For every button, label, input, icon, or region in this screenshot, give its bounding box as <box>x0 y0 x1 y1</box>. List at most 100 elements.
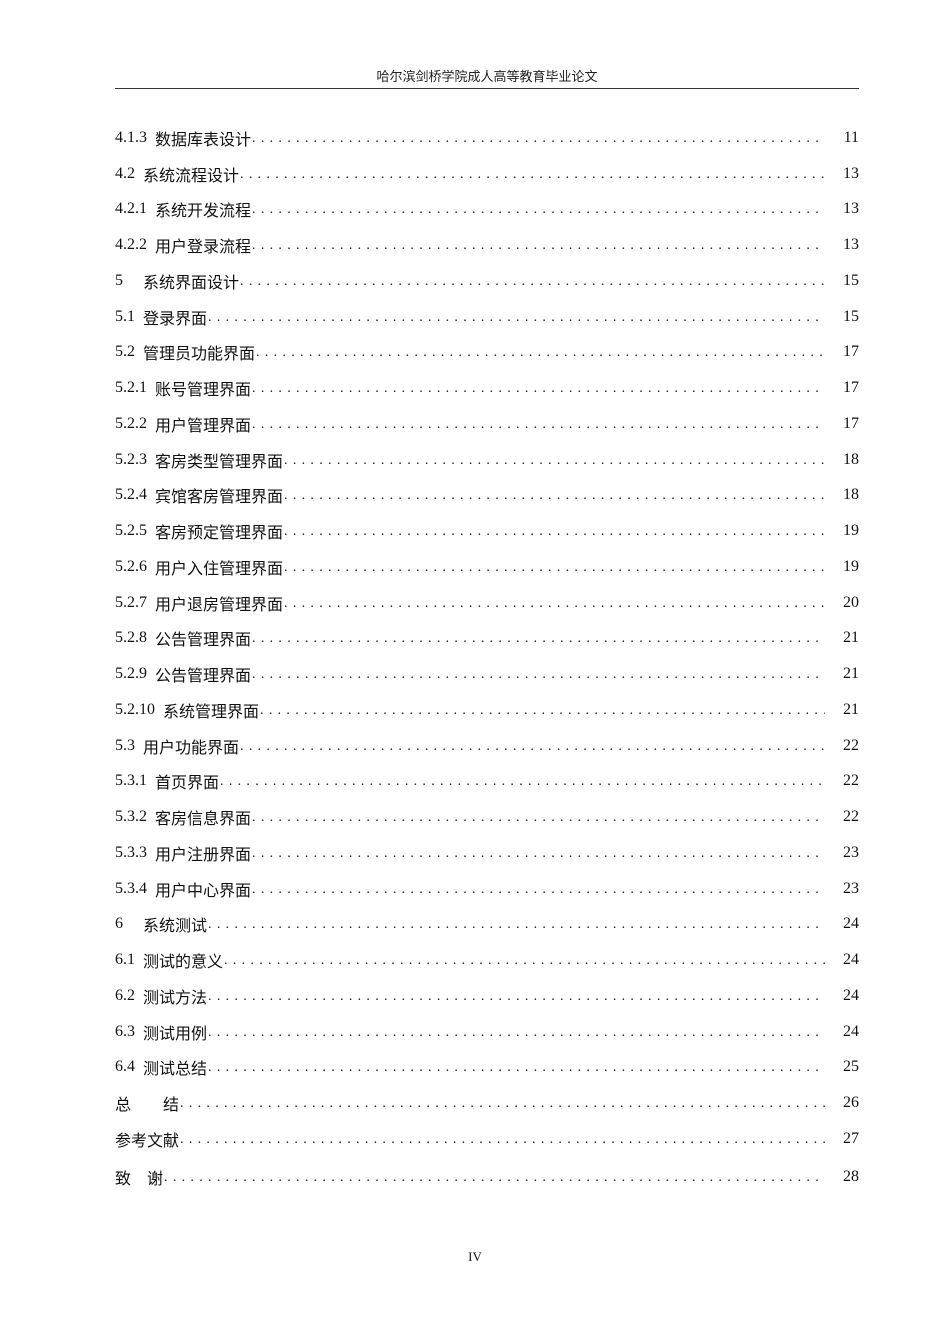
toc-entry-number: 6.4 <box>115 1058 135 1076</box>
toc-entry[interactable]: 参考文献 27 <box>115 1121 859 1157</box>
toc-entry-title: 测试总结 <box>143 1061 208 1079</box>
toc-entry-title: 致 谢 <box>115 1170 164 1188</box>
toc-entry-title: 用户管理界面 <box>155 417 252 435</box>
toc-entry[interactable]: 5.2.1 账号管理界面 17 <box>115 370 859 406</box>
toc-entry[interactable]: 5.3.4 用户中心界面 23 <box>115 871 859 907</box>
toc-entry-page: 11 <box>843 128 859 146</box>
dot-leader <box>284 486 825 504</box>
toc-entry[interactable]: 致 谢 28 <box>115 1159 859 1195</box>
toc-entry-page: 17 <box>843 379 859 397</box>
dot-leader <box>180 1130 825 1148</box>
toc-entry-page: 15 <box>843 307 859 325</box>
toc-entry[interactable]: 5.2.5 客房预定管理界面 19 <box>115 513 859 549</box>
toc-entry-page: 24 <box>843 1022 859 1040</box>
toc-entry-title: 用户登录流程 <box>155 239 252 257</box>
toc-entry-title: 公告管理界面 <box>155 632 252 650</box>
toc-entry-number: 5.2.10 <box>115 700 155 718</box>
toc-entry[interactable]: 总 结 26 <box>115 1085 859 1121</box>
toc-entry[interactable]: 5.2.7 用户退房管理界面 20 <box>115 585 859 621</box>
toc-entry-number: 5.2 <box>115 343 135 361</box>
header-rule <box>115 88 859 89</box>
toc-entry[interactable]: 5.2.10 系统管理界面 21 <box>115 692 859 728</box>
dot-leader <box>252 844 825 862</box>
toc-entry[interactable]: 4.2.1 系统开发流程 13 <box>115 192 859 228</box>
toc-entry-title: 用户功能界面 <box>143 739 240 757</box>
dot-leader <box>240 272 825 290</box>
toc-entry-page: 24 <box>843 951 859 969</box>
dot-leader <box>208 1023 825 1041</box>
toc-entry[interactable]: 5.2.3 客房类型管理界面 18 <box>115 442 859 478</box>
toc-entry-number: 5 <box>115 271 123 289</box>
toc-entry-title: 系统管理界面 <box>163 703 260 721</box>
dot-leader <box>252 629 825 647</box>
toc-entry-page: 24 <box>843 915 859 933</box>
toc-entry[interactable]: 5.3.3 用户注册界面 23 <box>115 835 859 871</box>
toc-entry[interactable]: 5.2.9 公告管理界面 21 <box>115 656 859 692</box>
toc-entry-title: 首页界面 <box>155 775 220 793</box>
dot-leader <box>252 880 825 898</box>
dot-leader <box>208 1058 825 1076</box>
toc-entry-title: 用户注册界面 <box>155 846 252 864</box>
dot-leader <box>256 343 825 361</box>
dot-leader <box>284 558 825 576</box>
toc-entry[interactable]: 5.2.4 宾馆客房管理界面 18 <box>115 478 859 514</box>
toc-entry-number: 5.3.2 <box>115 808 147 826</box>
toc-entry-page: 28 <box>843 1167 859 1185</box>
toc-entry-title: 客房信息界面 <box>155 811 252 829</box>
dot-leader <box>240 165 825 183</box>
toc-entry[interactable]: 5.3.2 客房信息界面 22 <box>115 799 859 835</box>
toc-entry-number: 5.3.1 <box>115 772 147 790</box>
toc-entry[interactable]: 4.1.3 数据库表设计 11 <box>115 120 859 156</box>
toc-entry-number: 5.2.1 <box>115 379 147 397</box>
toc-entry-title: 管理员功能界面 <box>143 346 256 364</box>
toc-entry[interactable]: 6.3 测试用例 24 <box>115 1014 859 1050</box>
toc-entry-page: 15 <box>843 271 859 289</box>
toc-entry-number: 5.2.9 <box>115 665 147 683</box>
toc-entry-number: 4.2.2 <box>115 236 147 254</box>
toc-entry-page: 21 <box>843 629 859 647</box>
dot-leader <box>208 308 825 326</box>
toc-entry-title: 登录界面 <box>143 310 208 328</box>
toc-entry[interactable]: 4.2.2 用户登录流程 13 <box>115 227 859 263</box>
dot-leader <box>208 915 825 933</box>
toc-entry[interactable]: 6.4 测试总结 25 <box>115 1050 859 1086</box>
toc-entry-title: 系统流程设计 <box>143 167 240 185</box>
toc-entry-page: 22 <box>843 772 859 790</box>
dot-leader <box>224 951 825 969</box>
toc-entry[interactable]: 5.2.8 公告管理界面 21 <box>115 621 859 657</box>
toc-entry-page: 18 <box>843 450 859 468</box>
toc-entry[interactable]: 6.1 测试的意义 24 <box>115 942 859 978</box>
toc-entry-number: 5.2.7 <box>115 593 147 611</box>
toc-entry-page: 13 <box>843 164 859 182</box>
toc-entry-title: 系统开发流程 <box>155 203 252 221</box>
toc-entry[interactable]: 5.2 管理员功能界面 17 <box>115 335 859 371</box>
toc-entry[interactable]: 5 系统界面设计 15 <box>115 263 859 299</box>
toc-entry-number: 5.3.4 <box>115 879 147 897</box>
toc-entry[interactable]: 5.2.6 用户入住管理界面 19 <box>115 549 859 585</box>
dot-leader <box>284 522 825 540</box>
toc-entry-page: 18 <box>843 486 859 504</box>
dot-leader <box>252 665 825 683</box>
toc-entry-page: 27 <box>843 1129 859 1147</box>
toc-entry[interactable]: 5.3.1 首页界面 22 <box>115 764 859 800</box>
dot-leader <box>260 701 825 719</box>
toc-entry[interactable]: 6.2 测试方法 24 <box>115 978 859 1014</box>
toc-entry-title: 测试用例 <box>143 1025 208 1043</box>
toc-entry-number: 6.3 <box>115 1022 135 1040</box>
toc-entry-title: 用户入住管理界面 <box>155 560 284 578</box>
toc-entry-number: 5.2.4 <box>115 486 147 504</box>
toc-entry-title: 客房类型管理界面 <box>155 453 284 471</box>
toc-entry-number: 5.3.3 <box>115 843 147 861</box>
dot-leader <box>252 808 825 826</box>
toc-entry[interactable]: 4.2 系统流程设计 13 <box>115 156 859 192</box>
dot-leader <box>240 737 825 755</box>
dot-leader <box>284 451 825 469</box>
toc-entry-title: 账号管理界面 <box>155 382 252 400</box>
toc-entry[interactable]: 5.2.2 用户管理界面 17 <box>115 406 859 442</box>
toc-entry[interactable]: 6 系统测试 24 <box>115 907 859 943</box>
toc-entry[interactable]: 5.1 登录界面 15 <box>115 299 859 335</box>
toc-entry-page: 19 <box>843 522 859 540</box>
toc-entry-page: 22 <box>843 808 859 826</box>
toc-entry-page: 23 <box>843 879 859 897</box>
toc-entry[interactable]: 5.3 用户功能界面 22 <box>115 728 859 764</box>
